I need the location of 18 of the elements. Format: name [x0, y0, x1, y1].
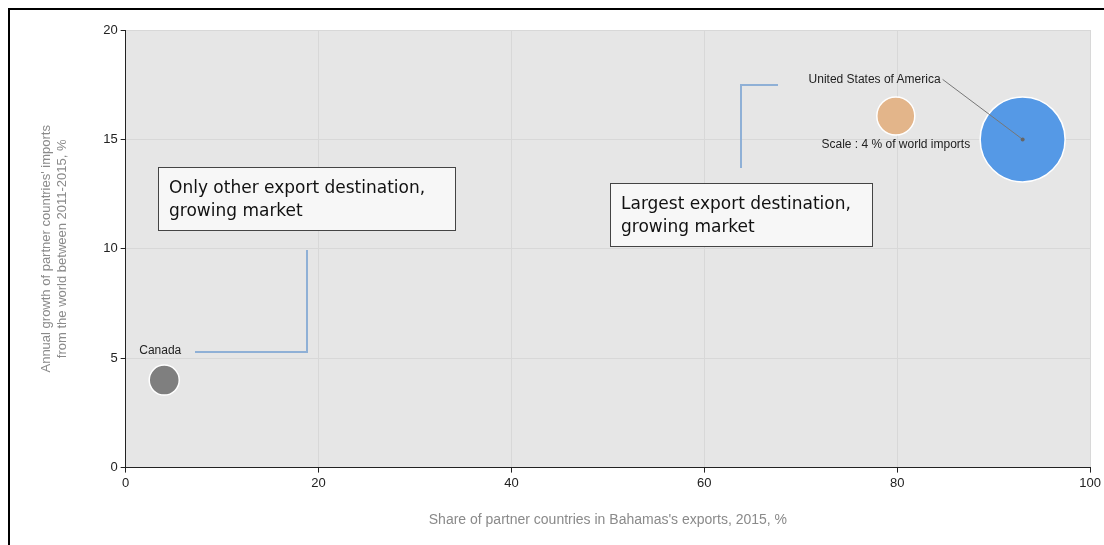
- x-tick-label: 20: [311, 474, 326, 490]
- text: United States of America: [808, 71, 941, 86]
- y-tick-label: 5: [110, 349, 118, 365]
- annotation: Largest export destination, growing market: [610, 183, 873, 247]
- legend-label: Scale : 4 % of world imports: [821, 137, 971, 152]
- x-tick-label: 40: [504, 474, 519, 490]
- annotation: Only other export destination, growing market: [158, 167, 456, 231]
- x-tick-label: 60: [697, 474, 712, 490]
- x-tick-label: 80: [890, 474, 905, 490]
- y-tick-label: 15: [103, 130, 118, 146]
- y-axis-title: Annual growth of partner countries' imports from the world between 2011-2015, %: [38, 124, 69, 373]
- y-tick-label: 0: [110, 459, 118, 475]
- series-label: Canada: [139, 343, 182, 358]
- x-axis-title: Share of partner countries in Bahamas's exports, 2015, %: [428, 511, 788, 528]
- x-tick-label: 0: [122, 474, 130, 490]
- y-tick-label: 20: [103, 21, 118, 37]
- x-tick-label: 100: [1079, 474, 1102, 490]
- y-tick-label: 10: [103, 240, 118, 256]
